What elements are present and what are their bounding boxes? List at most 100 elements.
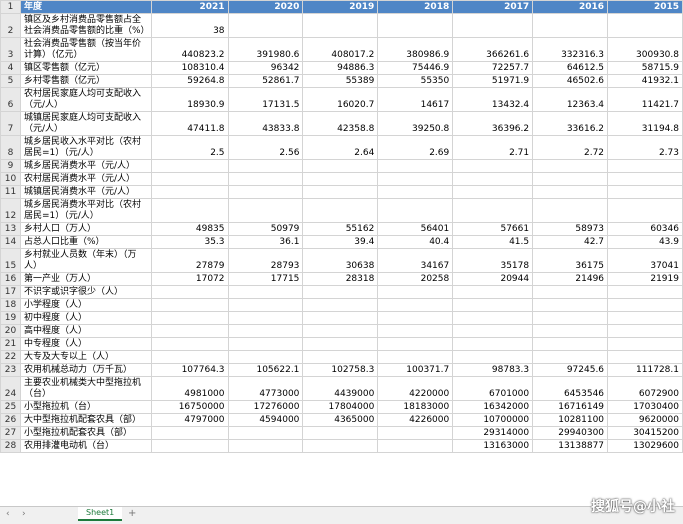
year-header-cell[interactable]: 2019 [302, 0, 379, 14]
value-cell[interactable] [227, 159, 304, 173]
value-cell[interactable] [302, 337, 379, 351]
value-cell[interactable]: 4226000 [377, 413, 454, 427]
value-cell[interactable]: 6701000 [452, 376, 534, 401]
row-number[interactable]: 13 [0, 222, 21, 236]
value-cell[interactable] [150, 159, 229, 173]
value-cell[interactable]: 94886.3 [302, 61, 379, 75]
row-number[interactable]: 8 [0, 135, 21, 160]
row-label-cell[interactable]: 乡村就业人员数（年末）（万人） [19, 248, 152, 273]
value-cell[interactable]: 31194.8 [607, 111, 683, 136]
row-number[interactable]: 5 [0, 74, 21, 88]
value-cell[interactable] [452, 172, 534, 186]
value-cell[interactable] [532, 198, 609, 223]
value-cell[interactable]: 4773000 [227, 376, 304, 401]
value-cell[interactable]: 2.5 [150, 135, 229, 160]
value-cell[interactable] [227, 185, 304, 199]
value-cell[interactable]: 34167 [377, 248, 454, 273]
value-cell[interactable] [227, 426, 304, 440]
value-cell[interactable] [607, 159, 683, 173]
value-cell[interactable]: 2.73 [607, 135, 683, 160]
value-cell[interactable] [532, 350, 609, 364]
value-cell[interactable]: 39.4 [302, 235, 379, 249]
value-cell[interactable] [377, 172, 454, 186]
value-cell[interactable] [532, 185, 609, 199]
value-cell[interactable]: 4797000 [150, 413, 229, 427]
value-cell[interactable]: 100371.7 [377, 363, 454, 377]
value-cell[interactable] [227, 172, 304, 186]
row-number[interactable]: 20 [0, 324, 21, 338]
value-cell[interactable]: 49835 [150, 222, 229, 236]
row-number[interactable]: 2 [0, 13, 21, 38]
value-cell[interactable] [227, 439, 304, 453]
value-cell[interactable] [377, 426, 454, 440]
row-number[interactable]: 7 [0, 111, 21, 136]
value-cell[interactable] [377, 185, 454, 199]
row-label-cell[interactable]: 大专及大专以上（人） [19, 350, 152, 364]
value-cell[interactable] [532, 298, 609, 312]
value-cell[interactable] [377, 439, 454, 453]
row-number[interactable]: 4 [0, 61, 21, 75]
value-cell[interactable]: 2.64 [302, 135, 379, 160]
value-cell[interactable]: 4365000 [302, 413, 379, 427]
value-cell[interactable]: 105622.1 [227, 363, 304, 377]
value-cell[interactable]: 35178 [452, 248, 534, 273]
value-cell[interactable]: 300930.8 [607, 37, 683, 62]
value-cell[interactable] [302, 159, 379, 173]
value-cell[interactable]: 37041 [607, 248, 683, 273]
value-cell[interactable] [377, 350, 454, 364]
value-cell[interactable] [452, 324, 534, 338]
value-cell[interactable]: 36175 [532, 248, 609, 273]
row-number[interactable]: 27 [0, 426, 21, 440]
value-cell[interactable] [377, 159, 454, 173]
value-cell[interactable] [607, 311, 683, 325]
value-cell[interactable]: 10700000 [452, 413, 534, 427]
value-cell[interactable]: 72257.7 [452, 61, 534, 75]
value-cell[interactable]: 42.7 [532, 235, 609, 249]
row-label-cell[interactable]: 占总人口比重（%） [19, 235, 152, 249]
value-cell[interactable]: 39250.8 [377, 111, 454, 136]
value-cell[interactable] [377, 198, 454, 223]
value-cell[interactable]: 6453546 [532, 376, 609, 401]
value-cell[interactable]: 75446.9 [377, 61, 454, 75]
value-cell[interactable]: 43.9 [607, 235, 683, 249]
row-label-cell[interactable]: 第一产业（万人） [19, 272, 152, 286]
value-cell[interactable]: 2.69 [377, 135, 454, 160]
value-cell[interactable] [532, 324, 609, 338]
value-cell[interactable] [302, 439, 379, 453]
row-number[interactable]: 1 [0, 0, 21, 14]
value-cell[interactable] [150, 324, 229, 338]
year-header-cell[interactable]: 2017 [452, 0, 534, 14]
row-number[interactable]: 24 [0, 376, 21, 401]
value-cell[interactable]: 17030400 [607, 400, 683, 414]
value-cell[interactable] [302, 172, 379, 186]
value-cell[interactable]: 2.72 [532, 135, 609, 160]
value-cell[interactable]: 52861.7 [227, 74, 304, 88]
row-label-cell[interactable]: 主要农业机械类大中型拖拉机（台） [19, 376, 152, 401]
value-cell[interactable]: 11421.7 [607, 87, 683, 112]
row-number[interactable]: 6 [0, 87, 21, 112]
value-cell[interactable] [607, 337, 683, 351]
value-cell[interactable] [227, 337, 304, 351]
value-cell[interactable] [532, 13, 609, 38]
value-cell[interactable] [607, 185, 683, 199]
value-cell[interactable] [452, 198, 534, 223]
value-cell[interactable]: 111728.1 [607, 363, 683, 377]
value-cell[interactable]: 55162 [302, 222, 379, 236]
value-cell[interactable]: 40.4 [377, 235, 454, 249]
value-cell[interactable] [377, 337, 454, 351]
value-cell[interactable]: 60346 [607, 222, 683, 236]
value-cell[interactable]: 12363.4 [532, 87, 609, 112]
value-cell[interactable]: 43833.8 [227, 111, 304, 136]
row-number[interactable]: 17 [0, 285, 21, 299]
add-sheet-button[interactable]: + [128, 508, 137, 519]
value-cell[interactable]: 16020.7 [302, 87, 379, 112]
value-cell[interactable]: 16716149 [532, 400, 609, 414]
value-cell[interactable]: 4439000 [302, 376, 379, 401]
value-cell[interactable] [227, 285, 304, 299]
value-cell[interactable] [302, 198, 379, 223]
value-cell[interactable]: 29940300 [532, 426, 609, 440]
row-number[interactable]: 26 [0, 413, 21, 427]
value-cell[interactable] [452, 13, 534, 38]
value-cell[interactable]: 98783.3 [452, 363, 534, 377]
value-cell[interactable] [607, 298, 683, 312]
